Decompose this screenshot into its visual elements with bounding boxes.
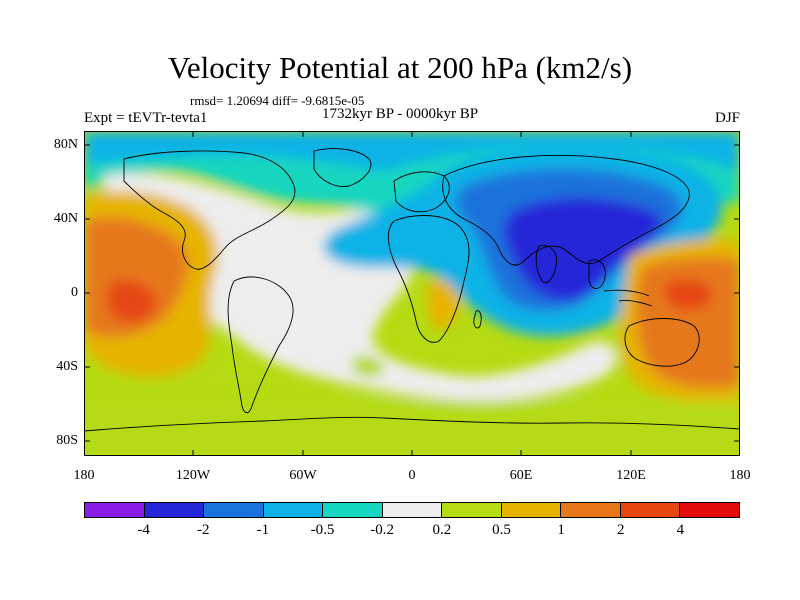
lon-label-180-left: 180 xyxy=(73,468,95,483)
colorbar xyxy=(84,502,740,518)
field-pacific-west-red xyxy=(107,279,157,323)
field-south-atlantic-patch xyxy=(352,355,384,378)
field-atlantic-white xyxy=(104,173,617,401)
colorbar-label: -4 xyxy=(137,522,150,538)
coast-southeast-asia xyxy=(588,259,606,289)
lat-label-80s: 80S xyxy=(56,433,78,448)
colorbar-bin xyxy=(561,503,621,517)
coast-madagascar xyxy=(473,310,482,329)
colorbar-label: -0.2 xyxy=(370,522,395,538)
field-north-lightblue xyxy=(84,131,740,171)
coast-africa xyxy=(387,215,470,343)
colorbar-label: 0.2 xyxy=(432,522,452,538)
colorbar-bin xyxy=(680,503,740,517)
coast-india xyxy=(535,244,557,284)
lat-label-80n: 80N xyxy=(53,137,78,152)
colorbar-bin xyxy=(144,503,205,517)
lon-label-60e: 60E xyxy=(509,468,533,483)
colorbar-label: 2 xyxy=(616,522,625,538)
velocity-potential-map xyxy=(84,131,740,456)
colorbar-bin xyxy=(620,503,681,517)
field-pacific-east-red xyxy=(663,279,713,311)
colorbar-bin xyxy=(263,503,324,517)
coast-europe xyxy=(393,171,450,213)
coast-north-america xyxy=(123,150,296,270)
field-south-america-white xyxy=(256,295,293,327)
season-label: DJF xyxy=(714,110,740,126)
field-asia-darkblue xyxy=(504,197,663,302)
lon-label-180-right: 180 xyxy=(729,468,751,483)
lon-label-0: 0 xyxy=(408,468,416,483)
lon-label-60w: 60W xyxy=(289,468,317,483)
lon-label-120e: 120E xyxy=(616,468,646,483)
colorbar-bin xyxy=(501,503,562,517)
colorbar-bin xyxy=(85,503,145,517)
rmsd-diff-stats: rmsd= 1.20694 diff= -9.6815e-05 xyxy=(190,93,365,108)
map-title: Velocity Potential at 200 hPa (km2/s) xyxy=(167,50,633,85)
axis-ticks xyxy=(84,131,740,456)
colorbar-label: -0.5 xyxy=(310,522,335,538)
colorbar-bin xyxy=(442,503,502,517)
coast-greenland xyxy=(313,148,372,187)
colorbar-label: -1 xyxy=(256,522,270,538)
colorbar-bin xyxy=(382,503,443,517)
lat-label-40n: 40N xyxy=(53,211,78,226)
field-antarctic xyxy=(84,401,740,456)
colorbar-bin xyxy=(204,503,264,517)
coast-indonesia xyxy=(603,289,653,307)
colorbar-label: 1 xyxy=(557,522,565,538)
coast-antarctica xyxy=(84,416,740,432)
colorbar-bin xyxy=(323,503,383,517)
coastlines xyxy=(84,148,740,432)
colorbar-label: 4 xyxy=(676,522,685,538)
period-label: 1732kyr BP - 0000kyr BP xyxy=(322,106,479,122)
colorbar-label: -2 xyxy=(197,522,210,538)
coast-australia xyxy=(624,318,700,367)
lon-label-120w: 120W xyxy=(175,468,211,483)
coast-south-america xyxy=(227,276,294,414)
experiment-label: Expt = tEVTr-tevta1 xyxy=(84,110,208,126)
lat-label-0: 0 xyxy=(71,285,78,300)
lat-label-40s: 40S xyxy=(56,359,78,374)
colorbar-label: 0.5 xyxy=(492,522,511,538)
field-africa-yellow xyxy=(427,279,459,330)
